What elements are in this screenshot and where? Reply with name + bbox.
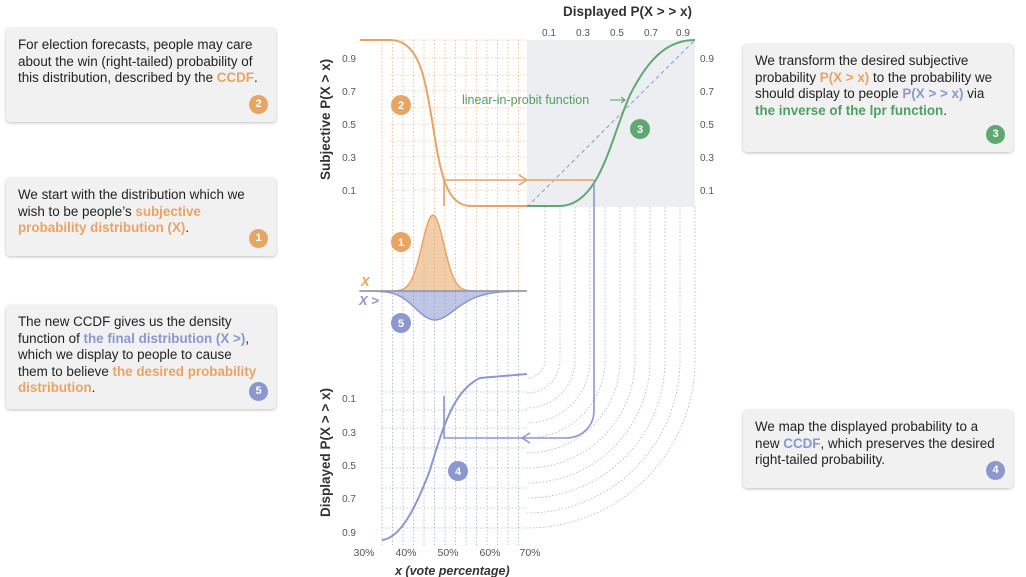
connector-arc bbox=[526, 207, 621, 454]
connector-arc bbox=[526, 207, 606, 439]
x-tick-label: 30% bbox=[353, 547, 374, 559]
step-badge-5 bbox=[391, 313, 411, 333]
left-tick-label: 0.9 bbox=[342, 54, 356, 65]
note-map-ccdf: We map the displayed probability to a ne… bbox=[743, 410, 1013, 488]
identity-diagonal bbox=[526, 39, 696, 208]
subjective-distribution-highlight: subjective probability distribution (X) bbox=[18, 203, 201, 236]
top-tick-label: 0.5 bbox=[610, 28, 624, 39]
step-badge-5: 5 bbox=[249, 382, 268, 401]
final-distribution-highlight: the final distribution (X >) bbox=[83, 330, 246, 346]
subjective-ccdf-curve bbox=[360, 39, 527, 207]
lpr-function-curve bbox=[527, 39, 696, 207]
note-text: The new CCDF gives us the density functi… bbox=[18, 314, 232, 346]
left-bottom-tick-label: 0.3 bbox=[342, 428, 356, 439]
x-tick-label: 70% bbox=[519, 547, 540, 559]
note-text: . bbox=[185, 220, 190, 235]
connector-arc bbox=[526, 207, 636, 469]
note-ccdf-right-tailed: For election forecasts, people may care … bbox=[6, 28, 276, 122]
final-density-fill bbox=[359, 290, 528, 321]
step-badge-1 bbox=[391, 232, 411, 252]
note-final-distribution: The new CCDF gives us the density functi… bbox=[6, 305, 276, 409]
note-text: , which we display to people to cause th… bbox=[18, 330, 250, 379]
right-tick-label: 0.5 bbox=[700, 120, 714, 131]
right-tick-label: 0.1 bbox=[700, 186, 714, 197]
left-tick-label: 0.5 bbox=[342, 120, 356, 131]
note-text: , which preserves the desired right-tail… bbox=[755, 435, 995, 468]
dist-label-x: X bbox=[360, 274, 371, 289]
lpr-annotation: linear-in-probit function bbox=[462, 93, 589, 107]
step-badge-4: 4 bbox=[986, 461, 1005, 480]
step-badge-label: 4 bbox=[455, 466, 462, 478]
blue-connector-path bbox=[443, 180, 595, 439]
note-text: For election forecasts, people may care … bbox=[18, 37, 253, 85]
right-tick-label: 0.3 bbox=[700, 153, 714, 164]
right-tick-label: 0.7 bbox=[700, 87, 714, 98]
ccdf-highlight: CCDF bbox=[216, 70, 254, 85]
desired-distribution-highlight: the desired probability distribution bbox=[18, 363, 257, 396]
step-badge-2: 2 bbox=[249, 95, 268, 114]
left-bottom-tick-label: 0.1 bbox=[342, 394, 356, 405]
left-bottom-tick-label: 0.7 bbox=[342, 494, 356, 505]
top-tick-label: 0.9 bbox=[676, 28, 690, 39]
orange-arrowhead bbox=[518, 174, 529, 186]
step-badge-3 bbox=[630, 119, 650, 139]
connector-arc bbox=[526, 207, 681, 514]
left-bottom-tick-label: 0.9 bbox=[342, 528, 356, 539]
x-axis-title: x (vote percentage) bbox=[394, 564, 510, 577]
step-badge-label: 3 bbox=[637, 124, 643, 136]
connector-arc bbox=[526, 207, 696, 529]
step-badge-label: 5 bbox=[398, 318, 404, 330]
step-badge-label: 2 bbox=[398, 100, 404, 112]
right-tick-label: 0.9 bbox=[700, 54, 714, 65]
left-tick-label: 0.1 bbox=[342, 186, 356, 197]
left-top-axis-title: Subjective P(X > x) bbox=[318, 59, 333, 180]
top-tick-label: 0.3 bbox=[576, 28, 590, 39]
connector-arc bbox=[526, 207, 546, 379]
top-tick-label: 0.7 bbox=[644, 28, 658, 39]
note-transform-probability: We transform the desired subjective prob… bbox=[743, 44, 1013, 152]
top-axis-title: Displayed P(X > > x) bbox=[563, 4, 692, 19]
note-text: We map the displayed probability to a ne… bbox=[755, 419, 979, 451]
connector-arc bbox=[526, 207, 666, 499]
lpr-annotation-arrowhead bbox=[620, 96, 626, 104]
displayed-ccdf-curve bbox=[381, 373, 528, 541]
note-text: We start with the distribution which we … bbox=[18, 187, 245, 219]
left-tick-label: 0.3 bbox=[342, 153, 356, 164]
step-badge-2 bbox=[391, 95, 411, 115]
connector-arc bbox=[526, 207, 591, 424]
dist-label-x-final: X > bbox=[358, 293, 379, 308]
connector-arc bbox=[526, 207, 561, 394]
left-tick-label: 0.7 bbox=[342, 87, 356, 98]
note-text: . bbox=[943, 102, 947, 118]
left-bottom-axis-title: Displayed P(X > > x) bbox=[318, 388, 333, 517]
x-tick-label: 40% bbox=[395, 547, 416, 559]
x-tick-label: 60% bbox=[479, 547, 500, 559]
inverse-lpr-highlight: the inverse of the lpr function bbox=[755, 102, 944, 118]
note-subjective-distribution: We start with the distribution which we … bbox=[6, 178, 276, 256]
connector-arc bbox=[526, 207, 576, 409]
note-text: . bbox=[91, 380, 96, 395]
step-badge-3: 3 bbox=[986, 125, 1005, 144]
displayed-prob-highlight: P(X > > x) bbox=[902, 86, 964, 101]
subjective-density-fill bbox=[360, 214, 527, 292]
blue-arrowhead bbox=[520, 432, 531, 444]
step-badge-label: 1 bbox=[398, 237, 404, 249]
note-text: . bbox=[253, 70, 258, 85]
note-text: We transform the desired subjective prob… bbox=[755, 53, 969, 85]
step-badge-4 bbox=[448, 461, 468, 481]
connector-arc bbox=[526, 207, 651, 484]
ccdf-highlight: CCDF bbox=[783, 435, 821, 451]
top-tick-label: 0.1 bbox=[542, 28, 556, 39]
note-text: to the probability we should display to … bbox=[755, 69, 993, 102]
left-bottom-tick-label: 0.5 bbox=[342, 461, 356, 472]
x-tick-label: 50% bbox=[437, 547, 458, 559]
step-badge-1: 1 bbox=[249, 229, 268, 248]
note-text: via bbox=[963, 86, 985, 101]
subjective-prob-highlight: P(X > x) bbox=[819, 69, 870, 85]
